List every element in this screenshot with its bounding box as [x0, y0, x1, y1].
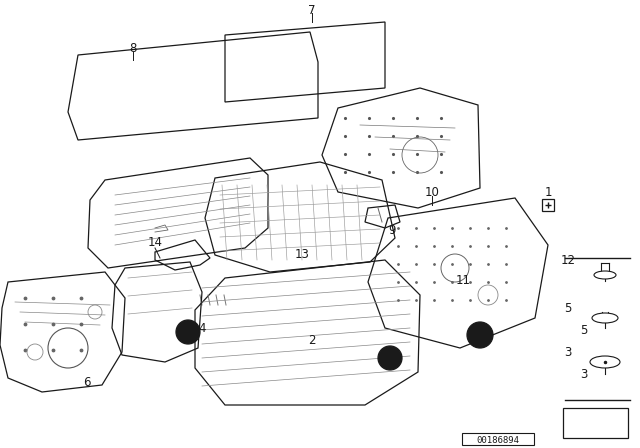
Circle shape — [467, 322, 493, 348]
Text: 14: 14 — [147, 236, 163, 249]
Circle shape — [176, 320, 200, 344]
Text: 9: 9 — [388, 224, 396, 237]
Text: 5: 5 — [580, 323, 588, 336]
Text: 12: 12 — [473, 330, 487, 340]
Text: 13: 13 — [294, 249, 309, 262]
Text: 1: 1 — [544, 185, 552, 198]
Text: 3: 3 — [564, 345, 572, 358]
Text: 5: 5 — [184, 327, 191, 337]
Text: 8: 8 — [129, 42, 137, 55]
Text: 4: 4 — [198, 322, 205, 335]
Text: 5: 5 — [564, 302, 572, 314]
Text: 11: 11 — [456, 273, 470, 287]
Text: 7: 7 — [308, 4, 316, 17]
Ellipse shape — [592, 313, 618, 323]
Text: 00186894: 00186894 — [477, 435, 520, 444]
Text: 3: 3 — [387, 353, 394, 363]
Ellipse shape — [590, 356, 620, 368]
Ellipse shape — [594, 271, 616, 279]
Text: 6: 6 — [83, 375, 91, 388]
Circle shape — [378, 346, 402, 370]
Text: 10: 10 — [424, 185, 440, 198]
FancyBboxPatch shape — [462, 433, 534, 445]
Text: 3: 3 — [580, 369, 588, 382]
Text: 2: 2 — [308, 333, 316, 346]
Text: 12: 12 — [561, 254, 575, 267]
FancyBboxPatch shape — [563, 408, 628, 438]
